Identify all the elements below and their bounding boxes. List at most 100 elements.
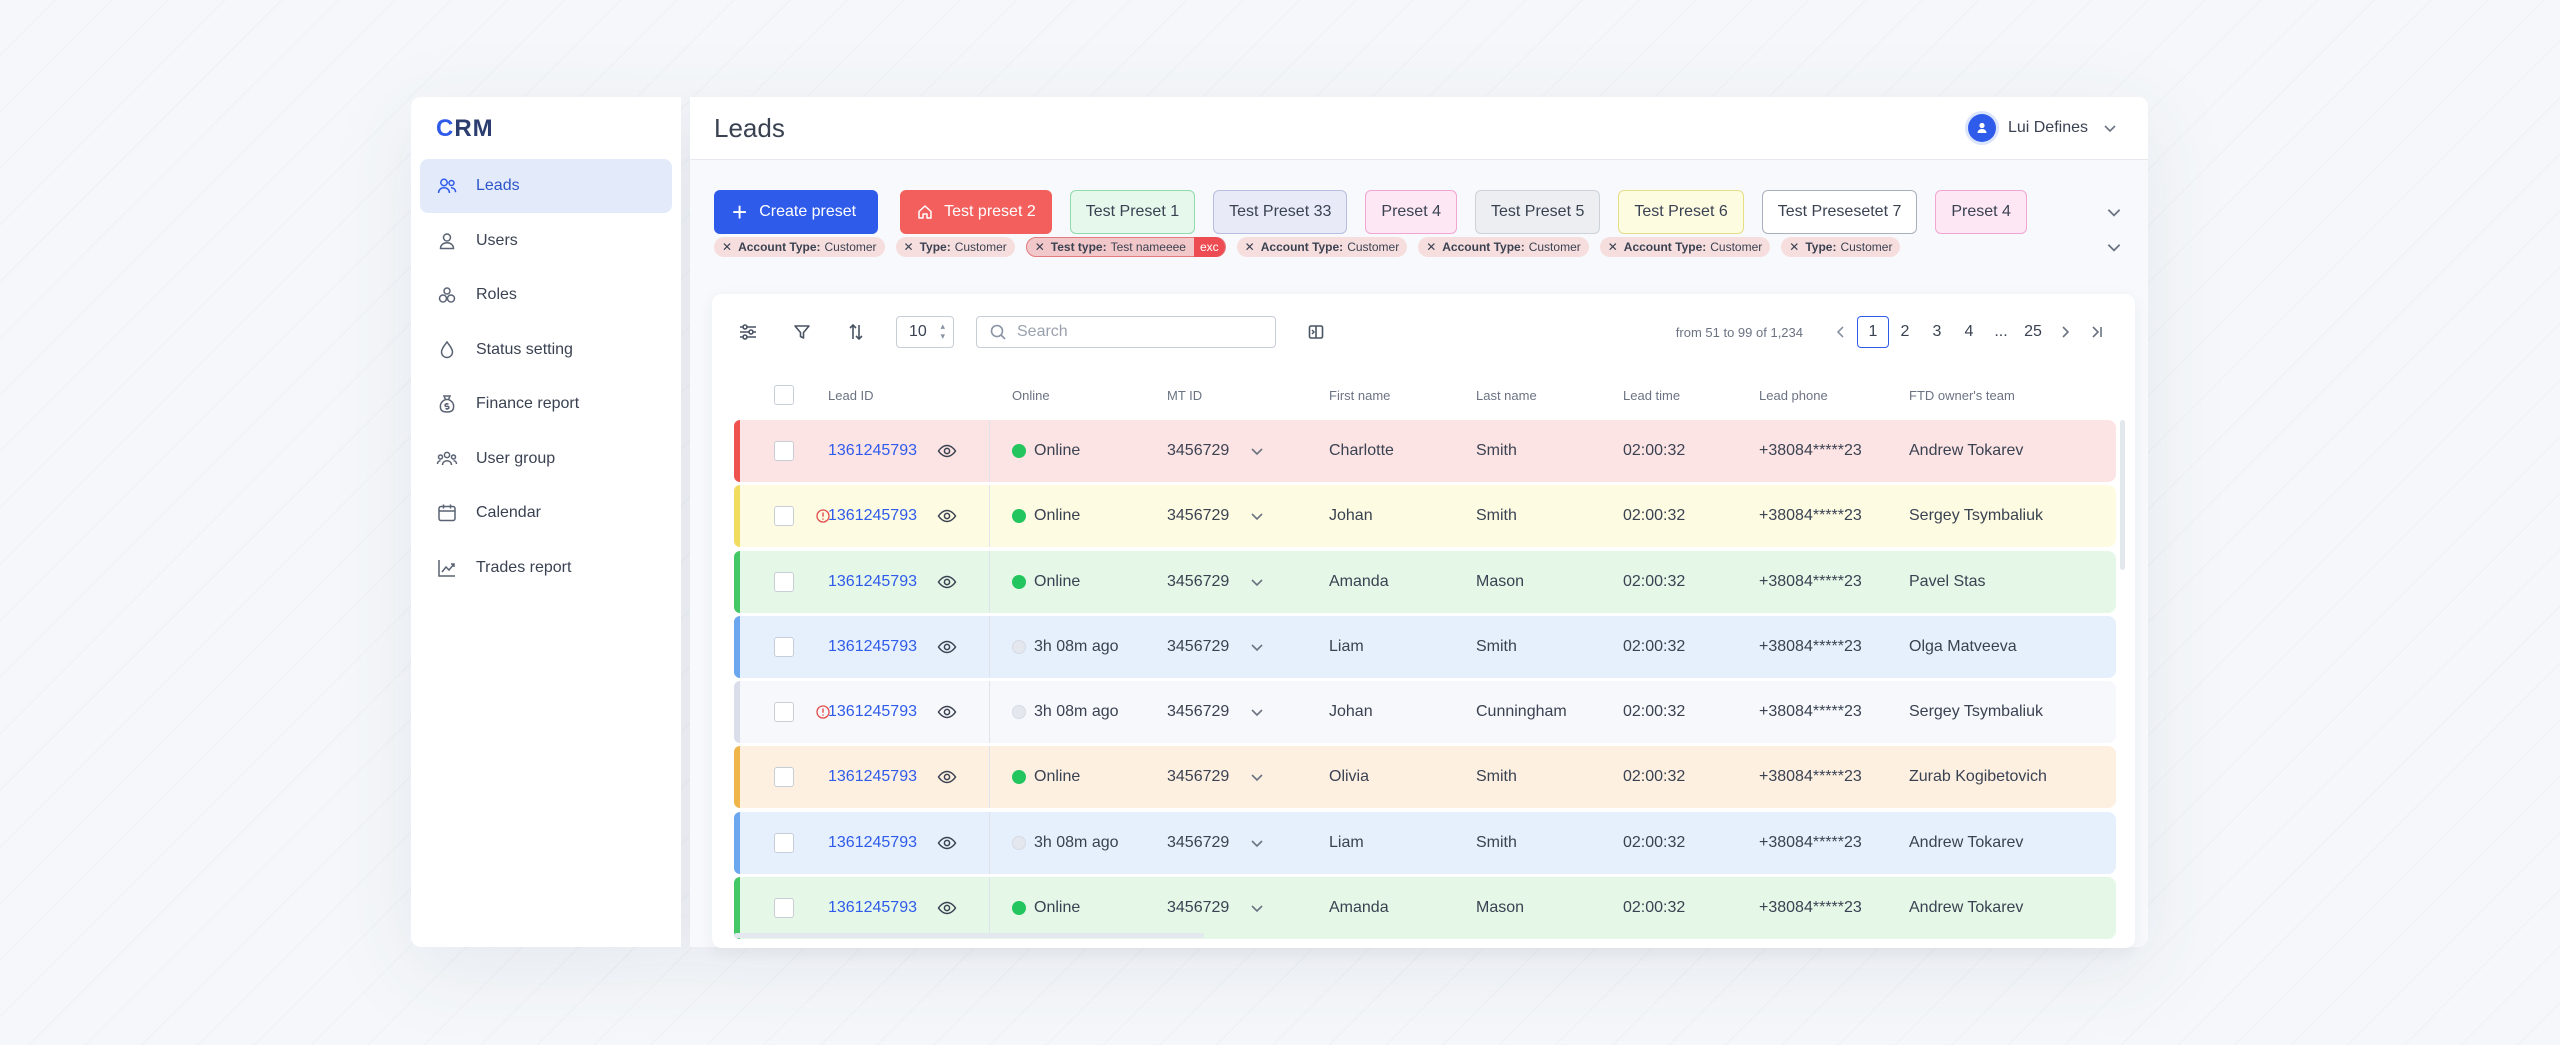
sidebar-item-leads[interactable]: Leads (420, 159, 672, 213)
column-header[interactable]: Last name (1476, 387, 1537, 403)
search-input[interactable] (1017, 323, 1257, 341)
column-header[interactable]: Lead time (1623, 387, 1681, 403)
presets-expand-chevron-icon[interactable] (2105, 203, 2123, 221)
preset-button[interactable]: Preset 4 (1365, 189, 1457, 234)
close-icon[interactable]: ✕ (722, 239, 733, 254)
filter-chip[interactable]: ✕ Type: Customer (1781, 236, 1901, 257)
close-icon[interactable]: ✕ (1244, 239, 1255, 254)
eye-icon[interactable] (937, 441, 957, 461)
page-link[interactable]: 25 (2024, 323, 2042, 340)
chevron-down-icon[interactable] (1249, 835, 1265, 851)
row-checkbox[interactable] (774, 636, 794, 657)
close-icon[interactable]: ✕ (903, 239, 914, 254)
row-checkbox[interactable] (774, 441, 794, 461)
eye-icon[interactable] (937, 572, 957, 592)
row-checkbox[interactable] (774, 898, 794, 919)
table-row[interactable]: 1361245793 Online 3456729 Olivia Smith 02:00:… (734, 746, 2116, 809)
row-checkbox[interactable] (774, 832, 794, 853)
close-icon[interactable]: ✕ (1426, 239, 1437, 254)
lead-id-link[interactable]: 1361245793 (828, 833, 917, 851)
filter-chip[interactable]: ✕ Account Type: Customer (1418, 236, 1589, 257)
eye-icon[interactable] (937, 637, 957, 657)
lead-id-link[interactable]: 1361245793 (828, 899, 917, 917)
sidebar-item-finance-report[interactable]: Finance report (420, 377, 672, 431)
filters-expand-chevron-icon[interactable] (2105, 238, 2123, 256)
sidebar-item-roles[interactable]: Roles (420, 268, 672, 322)
eye-icon[interactable] (937, 702, 957, 722)
table-row[interactable]: 1361245793 3h 08m ago 3456729 Liam Smith 02:0… (734, 811, 2116, 874)
column-header[interactable]: Lead phone (1759, 387, 1828, 403)
chevron-down-icon[interactable] (1249, 508, 1265, 524)
per-page-stepper[interactable]: 10 ▴ ▾ (896, 316, 954, 348)
lead-id-link[interactable]: 1361245793 (828, 572, 917, 590)
table-row[interactable]: 1361245793 3h 08m ago 3456729 Liam Smith 02:0… (734, 615, 2116, 678)
filter-chip[interactable]: ✕ Account Type: Customer (714, 236, 885, 257)
page-link[interactable]: 2 (1900, 323, 1910, 340)
chevron-down-icon[interactable] (1249, 704, 1265, 720)
lead-id-link[interactable]: 1361245793 (828, 703, 917, 721)
close-icon[interactable]: ✕ (1607, 239, 1618, 254)
lead-id-link[interactable]: 1361245793 (828, 637, 917, 655)
table-row[interactable]: 1361245793 3h 08m ago 3456729 Johan Cunningh… (734, 681, 2116, 744)
column-header[interactable]: MT ID (1167, 387, 1203, 403)
table-row[interactable]: 1361245793 Online 3456729 Amanda Mason 02:00:… (734, 877, 2116, 940)
sidebar-item-status-setting[interactable]: Status setting (420, 323, 672, 377)
filter-chip[interactable]: ✕ Type: Customer (895, 236, 1015, 257)
page-link[interactable]: 3 (1932, 323, 1942, 340)
column-header[interactable]: FTD owner's team (1909, 387, 2015, 403)
lead-id-link[interactable]: 1361245793 (828, 442, 917, 459)
column-header[interactable]: Online (1012, 387, 1050, 403)
search-box[interactable] (976, 316, 1276, 348)
row-checkbox[interactable] (774, 767, 794, 788)
lead-id-link[interactable]: 1361245793 (828, 768, 917, 786)
sidebar-item-calendar[interactable]: Calendar (420, 486, 672, 540)
last-page-icon[interactable] (2081, 316, 2113, 348)
chevron-down-icon[interactable] (1249, 900, 1265, 916)
sort-icon[interactable] (842, 318, 870, 346)
eye-icon[interactable] (937, 767, 957, 787)
eye-icon[interactable] (937, 506, 957, 526)
table-row[interactable]: 1361245793 Online 3456729 Johan Smith 02:00:3… (734, 485, 2116, 548)
preset-button[interactable]: Test Presesetet 7 (1761, 189, 1918, 234)
eye-icon[interactable] (937, 833, 957, 853)
sidebar-item-user-group[interactable]: User group (420, 432, 672, 486)
settings-sliders-icon[interactable] (734, 318, 762, 346)
prev-page-icon[interactable] (1825, 316, 1857, 348)
eye-icon[interactable] (937, 898, 957, 918)
column-header[interactable]: First name (1329, 387, 1391, 403)
close-icon[interactable]: ✕ (1789, 239, 1800, 254)
column-header[interactable]: Lead ID (828, 387, 874, 403)
table-row[interactable]: 1361245793 Online 3456729 Amanda Mason 02:00:… (734, 550, 2116, 613)
page-link[interactable]: 4 (1964, 323, 1974, 340)
preset-button[interactable]: Test Preset 5 (1474, 189, 1601, 234)
filter-chip[interactable]: ✕ Test type: Test nameeee exc (1025, 236, 1226, 257)
table-row[interactable]: 1361245793 Online 3456729 Charlotte Smith 02:… (734, 420, 2116, 482)
filter-chip[interactable]: ✕ Account Type: Customer (1236, 236, 1408, 257)
filter-chip[interactable]: ✕ Account Type: Customer (1599, 236, 1771, 257)
columns-toggle-icon[interactable] (1304, 320, 1328, 344)
preset-button[interactable]: Preset 4 (1935, 189, 2027, 234)
horizontal-scrollbar[interactable] (734, 933, 1204, 938)
preset-button[interactable]: Test Preset 1 (1069, 189, 1196, 234)
preset-button[interactable]: Test preset 2 (900, 189, 1052, 234)
chevron-down-icon[interactable] (1249, 574, 1265, 590)
sidebar-item-trades-report[interactable]: Trades report (420, 541, 672, 595)
row-checkbox[interactable] (774, 571, 794, 592)
chevron-down-icon[interactable] (1249, 639, 1265, 655)
lead-id-link[interactable]: 1361245793 (828, 507, 917, 525)
close-icon[interactable]: ✕ (1034, 239, 1045, 254)
vertical-scrollbar[interactable] (2120, 420, 2125, 570)
user-menu[interactable]: Lui Defines (1967, 114, 2118, 142)
create-preset-button[interactable]: + Create preset (714, 189, 879, 234)
page-link[interactable]: 1 (1857, 316, 1889, 348)
preset-button[interactable]: Test Preset 6 (1618, 189, 1744, 234)
chevron-down-icon[interactable] (1249, 443, 1265, 459)
next-page-icon[interactable] (2049, 316, 2081, 348)
sidebar-item-users[interactable]: Users (420, 214, 672, 268)
preset-button[interactable]: Test Preset 33 (1213, 189, 1348, 234)
row-checkbox[interactable] (774, 506, 794, 527)
filter-icon[interactable] (788, 318, 816, 346)
row-checkbox[interactable] (774, 702, 794, 723)
stepper-arrows-icon[interactable]: ▴ ▾ (940, 321, 945, 341)
select-all-checkbox[interactable] (774, 385, 794, 405)
